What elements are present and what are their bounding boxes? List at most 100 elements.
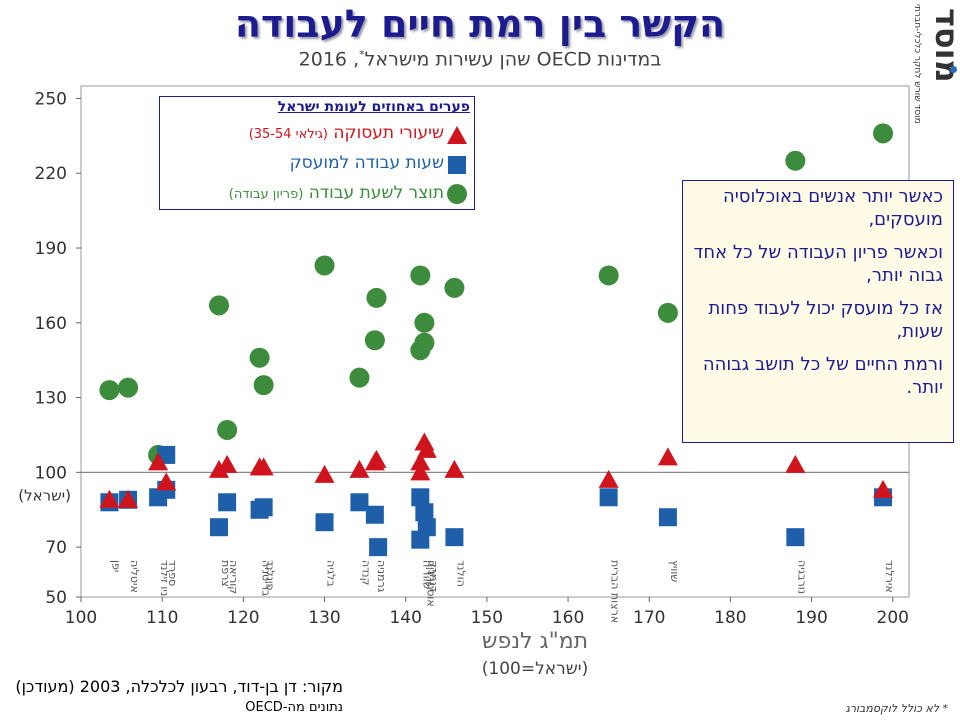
hours-point (218, 493, 237, 512)
x-tick-label: 200 (877, 608, 909, 628)
callout-line: ורמת החיים של כל תושב גבוהה יותר. (702, 354, 943, 398)
productivity-point (657, 302, 678, 323)
productivity-point (410, 340, 431, 361)
productivity-point (414, 312, 435, 333)
x-tick-label: 100 (65, 608, 97, 628)
callout-line: וכאשר פריון העבודה של כל אחד גבוה יותר, (693, 242, 944, 286)
legend-item-employment: שיעורי תעסוקה (גילאי 35-54) (249, 123, 444, 143)
country-label: אוסטרליה (424, 560, 437, 607)
country-label: בלגיה (325, 560, 338, 587)
country-label: גרמניה (375, 560, 388, 593)
hours-point (415, 503, 434, 522)
x-tick-label: 140 (389, 608, 421, 628)
country-label: דנמרק (427, 560, 440, 592)
hours-point (365, 505, 384, 524)
x-axis-title: תמ"ג לנפש (482, 629, 588, 654)
legend-label-note: (גילאי 35-54) (248, 127, 329, 142)
country-label: קוריאה (227, 560, 240, 594)
legend-label: שיעורי תעסוקה (333, 123, 444, 143)
hours-point (658, 508, 677, 527)
legend-title: פערים באחוזים לעומת ישראל (277, 99, 470, 115)
country-label: שוודיה (420, 560, 433, 590)
country-label: יפן (109, 560, 122, 572)
page-title: הקשר בין רמת חיים לעבודה (234, 2, 726, 46)
hours-point (599, 488, 618, 507)
country-label: צרפת (219, 560, 232, 587)
country-label: נורבגיה (795, 560, 808, 594)
y-tick-label: 250 (35, 89, 67, 109)
productivity-point (99, 380, 120, 401)
country-label: איטליה (128, 560, 141, 593)
productivity-point (209, 295, 229, 316)
triangle-icon (447, 126, 467, 144)
productivity-point (118, 377, 139, 398)
subtitle-year: , 2016 (298, 48, 360, 71)
legend-label: תוצר לשעת עבודה (308, 183, 444, 203)
employment-point (156, 472, 177, 491)
x-tick-label: 180 (714, 608, 746, 628)
subtitle-main: במדינות OECD שהן עשירות מישראל (364, 48, 662, 71)
productivity-point (366, 287, 387, 308)
hours-point (210, 518, 228, 537)
y-tick-label: 50 (45, 588, 67, 608)
country-label: בריטניה (260, 560, 273, 596)
hours-point (445, 528, 464, 547)
employment-point (785, 454, 806, 473)
explanation-callout: כאשר יותר אנשים באוכלוסיה מועסקים, וכאשר… (682, 180, 954, 443)
productivity-point (364, 330, 385, 351)
legend-label: שעות עבודה למועסק (289, 153, 444, 173)
employment-point (314, 464, 335, 483)
legend-item-hours: שעות עבודה למועסק (290, 153, 444, 173)
x-tick-label: 190 (795, 608, 827, 628)
productivity-point (410, 265, 431, 286)
callout-line: אז כל מועסק יכול לעבוד פחות שעות, (708, 298, 943, 342)
legend-label-note: (פריון עבודה) (228, 187, 304, 202)
productivity-point (217, 419, 238, 440)
x-tick-label: 110 (146, 608, 178, 628)
productivity-point (253, 375, 274, 396)
israel-reference-label: (ישראל) (18, 486, 71, 504)
x-tick-label: 150 (471, 608, 503, 628)
employment-point (410, 462, 431, 481)
hours-point (315, 513, 334, 532)
employment-point (366, 449, 387, 468)
square-icon (448, 156, 466, 174)
page-subtitle: במדינות OECD שהן עשירות מישראל*, 2016 (0, 48, 960, 70)
productivity-point (785, 150, 806, 171)
employment-point (253, 457, 274, 476)
hours-point (417, 518, 436, 537)
hours-point (254, 498, 273, 517)
source-data-note: נתונים מה-OECD (245, 700, 343, 715)
employment-point (416, 439, 437, 458)
circle-icon (447, 184, 467, 204)
country-label: קנדה (359, 560, 372, 585)
productivity-point (598, 265, 619, 286)
country-label: אירלנד (883, 560, 896, 593)
logo-dot-icon (950, 66, 957, 73)
x-tick-label: 160 (552, 608, 584, 628)
x-axis-subtitle: (ישראל=100) (482, 659, 588, 679)
employment-point (410, 452, 431, 471)
country-label: ארצות הברית (609, 560, 622, 623)
employment-point (873, 479, 894, 498)
logo-tagline: מוסד שורש לחקר כלכלי-חברתי (912, 4, 922, 124)
callout-line: כאשר יותר אנשים באוכלוסיה מועסקים, (723, 186, 943, 230)
x-tick-label: 170 (633, 608, 665, 628)
employment-point (598, 469, 619, 488)
x-tick-label: 130 (308, 608, 340, 628)
y-tick-label: 160 (35, 314, 67, 334)
y-tick-label: 190 (35, 239, 67, 259)
source-note: מקור: דן בן-דוד, רבעון לכלכלה, 2003 (מעו… (15, 677, 343, 696)
y-tick-label: 130 (35, 389, 67, 409)
country-label: שוויץ (668, 560, 681, 582)
subtitle-footnote-mark: * (359, 48, 365, 61)
hours-point (369, 538, 388, 557)
productivity-point (873, 123, 894, 144)
country-label: פינלנד (264, 560, 277, 591)
productivity-point (249, 347, 270, 368)
employment-point (657, 447, 678, 466)
y-tick-label: 100 (35, 463, 67, 483)
productivity-point (314, 255, 335, 276)
employment-point (217, 454, 238, 473)
